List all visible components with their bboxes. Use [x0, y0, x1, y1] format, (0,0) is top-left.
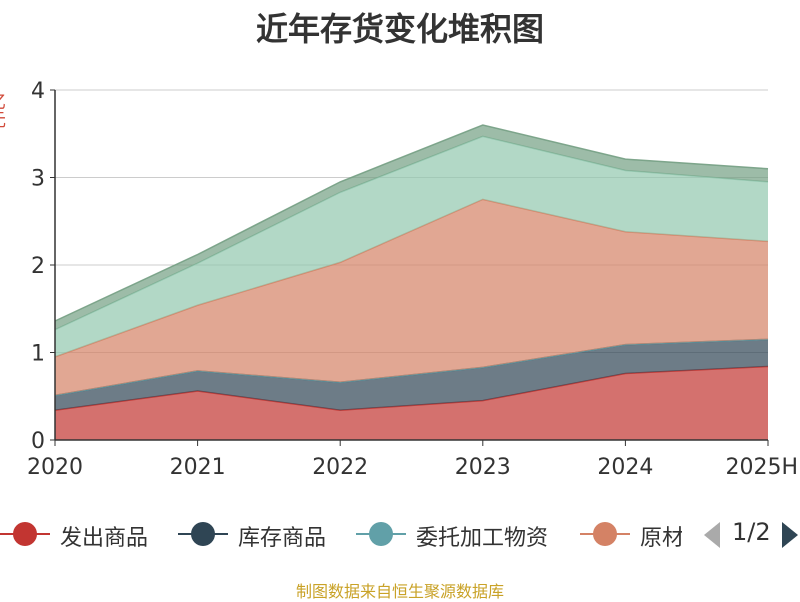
legend-page-indicator: 1/2: [732, 518, 771, 546]
chevron-left-icon[interactable]: [704, 522, 720, 548]
y-tick-label: 2: [31, 254, 45, 279]
legend-label: 库存商品: [238, 526, 327, 551]
chevron-right-icon[interactable]: [782, 522, 798, 548]
x-tick-label: 2020: [27, 455, 83, 480]
stacked-area-chart: 0 1 2 3 4 2020 2021 2022 2023 2024 2025H: [27, 79, 798, 480]
x-tick-label: 2024: [597, 455, 653, 480]
y-tick-label: 3: [31, 167, 45, 192]
legend-marker: [369, 522, 393, 546]
legend-items: 发出商品 库存商品 委托加工物资 原材: [0, 514, 682, 554]
area-edge-5: [54, 124, 769, 322]
legend-marker: [191, 522, 215, 546]
legend-label: 原材: [640, 526, 682, 551]
legend-marker: [593, 522, 617, 546]
y-tick-label: 1: [31, 342, 45, 367]
chart-title: 近年存货变化堆积图: [255, 10, 544, 48]
area-series-0: [55, 366, 768, 440]
legend-pager: 1/2: [700, 514, 800, 554]
y-tick-label: 4: [31, 79, 45, 104]
source-note: 制图数据来自恒生聚源数据库: [295, 582, 504, 601]
area-series-4: [55, 136, 768, 357]
legend-marker: [13, 522, 37, 546]
legend-label: 委托加工物资: [416, 526, 549, 551]
x-tick-label: 2021: [170, 455, 226, 480]
chart-legend: 发出商品 库存商品 委托加工物资 原材 1/2: [0, 514, 800, 554]
x-tick-label: 2023: [455, 455, 511, 480]
y-tick-label: 0: [31, 429, 45, 454]
area-series-3: [55, 199, 768, 396]
x-tick-label: 2022: [312, 455, 368, 480]
y-axis-label: 亿元: [0, 92, 6, 128]
legend-label: 发出商品: [60, 526, 149, 551]
x-tick-label: 2025H: [725, 455, 798, 480]
